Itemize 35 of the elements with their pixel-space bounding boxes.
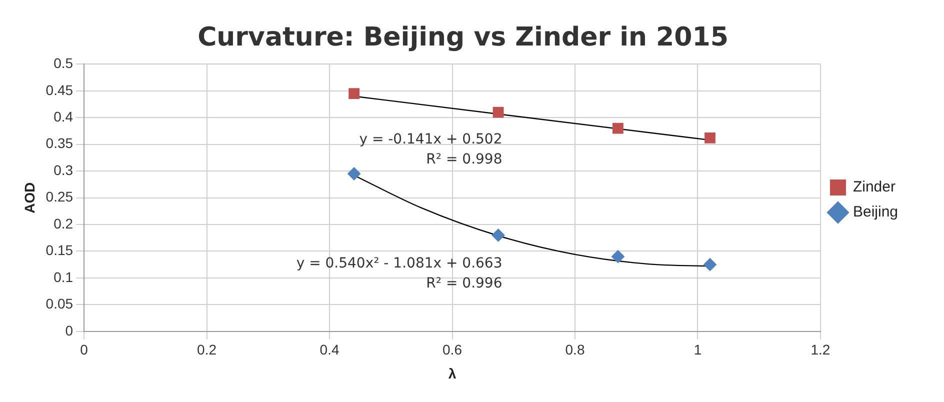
y-tick-label: 0.2 <box>54 215 74 232</box>
legend-label: Beijing <box>852 204 898 221</box>
y-tick-label: 0.45 <box>46 82 74 98</box>
annotation: R² = 0.998 <box>426 152 502 168</box>
annotation: y = -0.141x + 0.502 <box>359 132 502 148</box>
y-tick-label: 0.5 <box>54 55 74 72</box>
y-tick-label: 0.4 <box>54 108 74 124</box>
point <box>704 258 717 272</box>
chart-title: Curvature: Beijing vs Zinder in 2015 <box>198 22 728 52</box>
x-axis-title: λ <box>448 365 456 382</box>
x-tick-label: 1.2 <box>810 342 830 358</box>
annotation: y = 0.540x² - 1.081x + 0.663 <box>296 255 502 272</box>
y-tick-label: 0.05 <box>46 296 74 312</box>
x-tick-label: 0.6 <box>442 342 462 358</box>
annotation: R² = 0.996 <box>426 275 502 292</box>
point <box>611 250 624 264</box>
point <box>612 122 624 134</box>
x-tick-label: 1 <box>694 342 702 358</box>
y-tick-label: 0.3 <box>54 162 74 178</box>
x-tick-label: 0.4 <box>320 342 340 358</box>
point <box>348 88 360 100</box>
x-tick-label: 0 <box>80 342 88 358</box>
y-tick-label: 0.1 <box>54 268 74 285</box>
x-tick-label: 0.8 <box>565 342 585 358</box>
y-axis-title: AOD <box>21 182 38 214</box>
legend-label: Zinder <box>852 178 896 196</box>
y-tick-label: 0 <box>65 322 74 338</box>
y-tick-label: 0.15 <box>46 242 74 258</box>
x-tick-label: 0.2 <box>197 342 217 358</box>
y-tick-label: 0.35 <box>46 135 74 152</box>
point <box>492 106 504 118</box>
point <box>704 132 716 144</box>
point <box>492 228 505 242</box>
point <box>348 167 361 180</box>
y-tick-label: 0.25 <box>46 188 74 205</box>
